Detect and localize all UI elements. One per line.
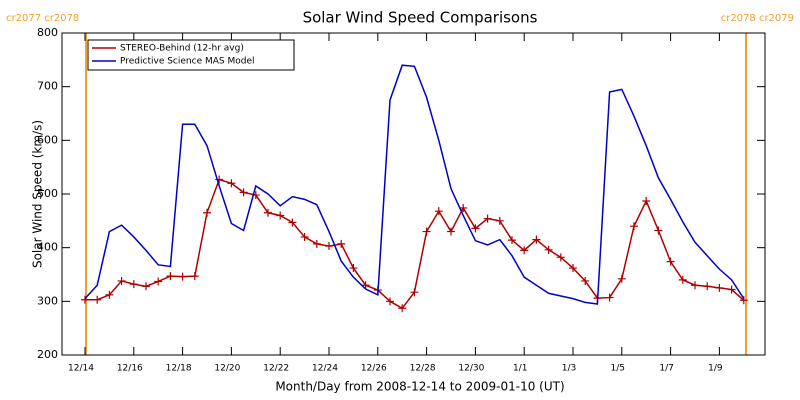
y-tick-label: 800 [37, 26, 58, 39]
point-marker [300, 232, 309, 241]
point-marker [556, 253, 565, 262]
point-marker [569, 264, 577, 273]
point-marker [630, 222, 638, 231]
point-marker [142, 282, 150, 291]
point-marker [288, 218, 297, 227]
point-marker [727, 285, 736, 294]
x-tick-label: 12/24 [312, 364, 338, 374]
legend-box [87, 39, 295, 71]
annotation: cr2077 cr2078 [6, 13, 79, 24]
point-marker [129, 280, 138, 289]
y-tick-label: 400 [37, 241, 58, 254]
point-marker [276, 211, 285, 220]
point-marker [422, 227, 431, 236]
point-marker [666, 257, 675, 266]
point-marker [581, 276, 590, 285]
point-marker [483, 214, 492, 223]
point-marker [337, 239, 346, 248]
legend-label: Predictive Science MAS Model [120, 57, 255, 67]
chart-title: Solar Wind Speed Comparisons [303, 9, 538, 27]
point-marker [239, 188, 248, 197]
point-marker [203, 208, 211, 217]
point-marker [93, 295, 102, 304]
y-tick-label: 200 [37, 348, 58, 361]
point-marker [117, 276, 126, 285]
point-marker [520, 246, 529, 255]
y-tick-label: 500 [37, 187, 58, 200]
point-marker [361, 281, 370, 290]
point-marker [605, 293, 614, 302]
x-tick-label: 12/16 [117, 364, 143, 374]
point-marker [410, 288, 419, 297]
x-tick-label: 1/5 [611, 364, 625, 374]
point-marker [227, 179, 236, 188]
point-marker [678, 275, 687, 284]
x-tick-label: 12/28 [410, 364, 436, 374]
x-tick-label: 1/1 [513, 364, 527, 374]
point-marker [105, 290, 114, 299]
point-marker [642, 196, 651, 205]
point-marker [654, 226, 663, 235]
point-marker [617, 274, 626, 283]
x-tick-label: 12/20 [214, 364, 240, 374]
x-tick-label: 12/30 [458, 364, 484, 374]
point-marker [532, 235, 541, 244]
point-marker [434, 207, 443, 216]
point-marker [386, 297, 394, 306]
x-tick-label: 12/18 [166, 364, 192, 374]
point-marker [447, 227, 455, 236]
point-marker [715, 283, 724, 292]
y-tick-label: 700 [37, 80, 58, 93]
series-line [84, 64, 745, 305]
point-marker [154, 277, 163, 286]
y-tick-label: 300 [37, 294, 58, 307]
point-marker [471, 224, 480, 233]
annotation: cr2078 cr2079 [721, 13, 794, 24]
legend-label: STEREO-Behind (12-hr avg) [120, 44, 244, 54]
point-marker [190, 272, 199, 281]
x-tick-label: 1/9 [708, 364, 723, 374]
point-marker [703, 282, 712, 291]
point-marker [398, 304, 407, 313]
x-tick-label: 12/26 [361, 364, 387, 374]
point-marker [691, 281, 699, 290]
x-tick-label: 12/14 [68, 364, 94, 374]
point-marker [325, 242, 333, 251]
point-marker [178, 272, 187, 281]
x-tick-label: 1/7 [659, 364, 673, 374]
point-marker [508, 236, 516, 245]
point-marker [264, 208, 272, 217]
x-tick-label: 1/3 [562, 364, 576, 374]
x-tick-label: 12/22 [263, 364, 289, 374]
point-marker [495, 216, 504, 225]
y-axis-label: Solar Wind Speed (km/s) [31, 120, 45, 268]
point-marker [349, 264, 358, 273]
point-marker [166, 272, 175, 281]
point-marker [544, 245, 553, 254]
point-marker [81, 295, 89, 304]
x-axis-label: Month/Day from 2008-12-14 to 2009-01-10 … [275, 380, 564, 394]
y-tick-label: 600 [37, 133, 58, 146]
point-marker [312, 239, 321, 248]
